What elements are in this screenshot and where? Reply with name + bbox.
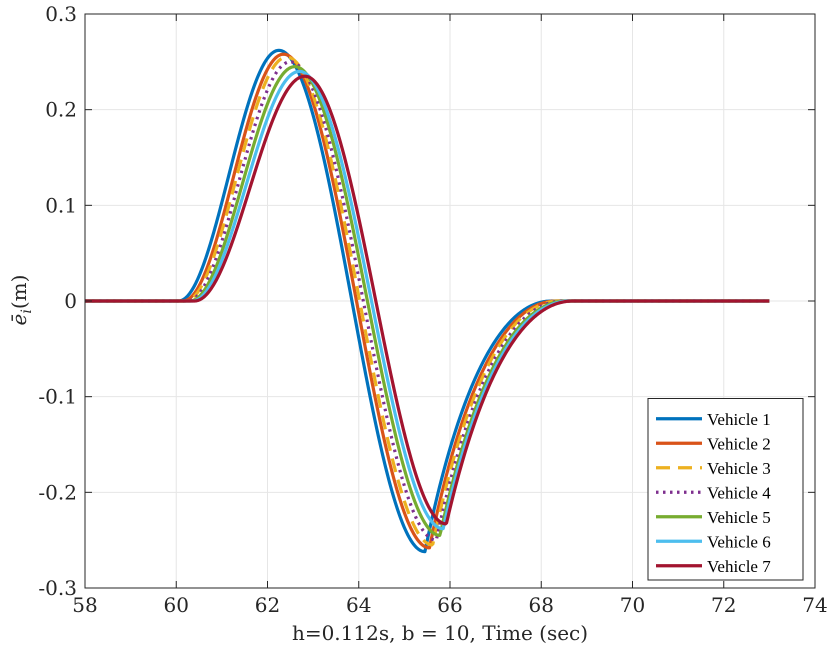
x-tick-label: 60 — [164, 593, 189, 617]
x-tick-label: 66 — [437, 593, 462, 617]
x-axis-title: h=0.112s, b = 10, Time (sec) — [292, 621, 588, 645]
legend-label: Vehicle 2 — [707, 434, 771, 453]
series-line-vehicle-3 — [84, 55, 770, 547]
axis-ticks — [84, 13, 816, 589]
y-tick-label: -0.1 — [38, 385, 77, 409]
legend-label: Vehicle 6 — [707, 532, 771, 551]
x-tick-label: 74 — [802, 593, 827, 617]
y-tick-label: 0.3 — [45, 2, 77, 26]
series-line-vehicle-7 — [84, 74, 770, 526]
y-tick-label: 0.2 — [45, 98, 77, 122]
legend: Vehicle 1 Vehicle 2 Vehicle 3 Vehicle 4 Vehi… — [647, 398, 804, 581]
y-axis-title: ēi(m) — [7, 275, 35, 326]
x-tick-label: 68 — [529, 593, 554, 617]
series-layer — [84, 48, 770, 554]
series-line-vehicle-4 — [84, 60, 770, 542]
y-tick-label: 0 — [64, 289, 77, 313]
legend-label: Vehicle 1 — [707, 410, 771, 429]
x-tick-label: 72 — [711, 593, 736, 617]
legend-label: Vehicle 5 — [707, 508, 771, 527]
y-tick-label: -0.2 — [38, 480, 77, 504]
x-tick-label: 58 — [72, 593, 97, 617]
y-axis-unit: (m) — [7, 275, 31, 310]
legend-label: Vehicle 3 — [707, 459, 771, 478]
legend-box — [647, 398, 804, 581]
legend-label: Vehicle 4 — [707, 483, 771, 502]
legend-label: Vehicle 7 — [707, 557, 771, 576]
tick-labels: 58 60 62 64 66 68 70 72 74 -0.3 -0.2 -0.1 0 0.1 0.2 0.3 — [38, 2, 827, 617]
y-axis-symbol: ē — [7, 314, 31, 326]
y-tick-label: 0.1 — [45, 193, 77, 217]
y-axis-subscript: i — [19, 309, 35, 313]
x-tick-label: 62 — [255, 593, 280, 617]
y-tick-label: -0.3 — [38, 576, 77, 600]
x-tick-label: 70 — [620, 593, 645, 617]
x-tick-label: 64 — [346, 593, 371, 617]
